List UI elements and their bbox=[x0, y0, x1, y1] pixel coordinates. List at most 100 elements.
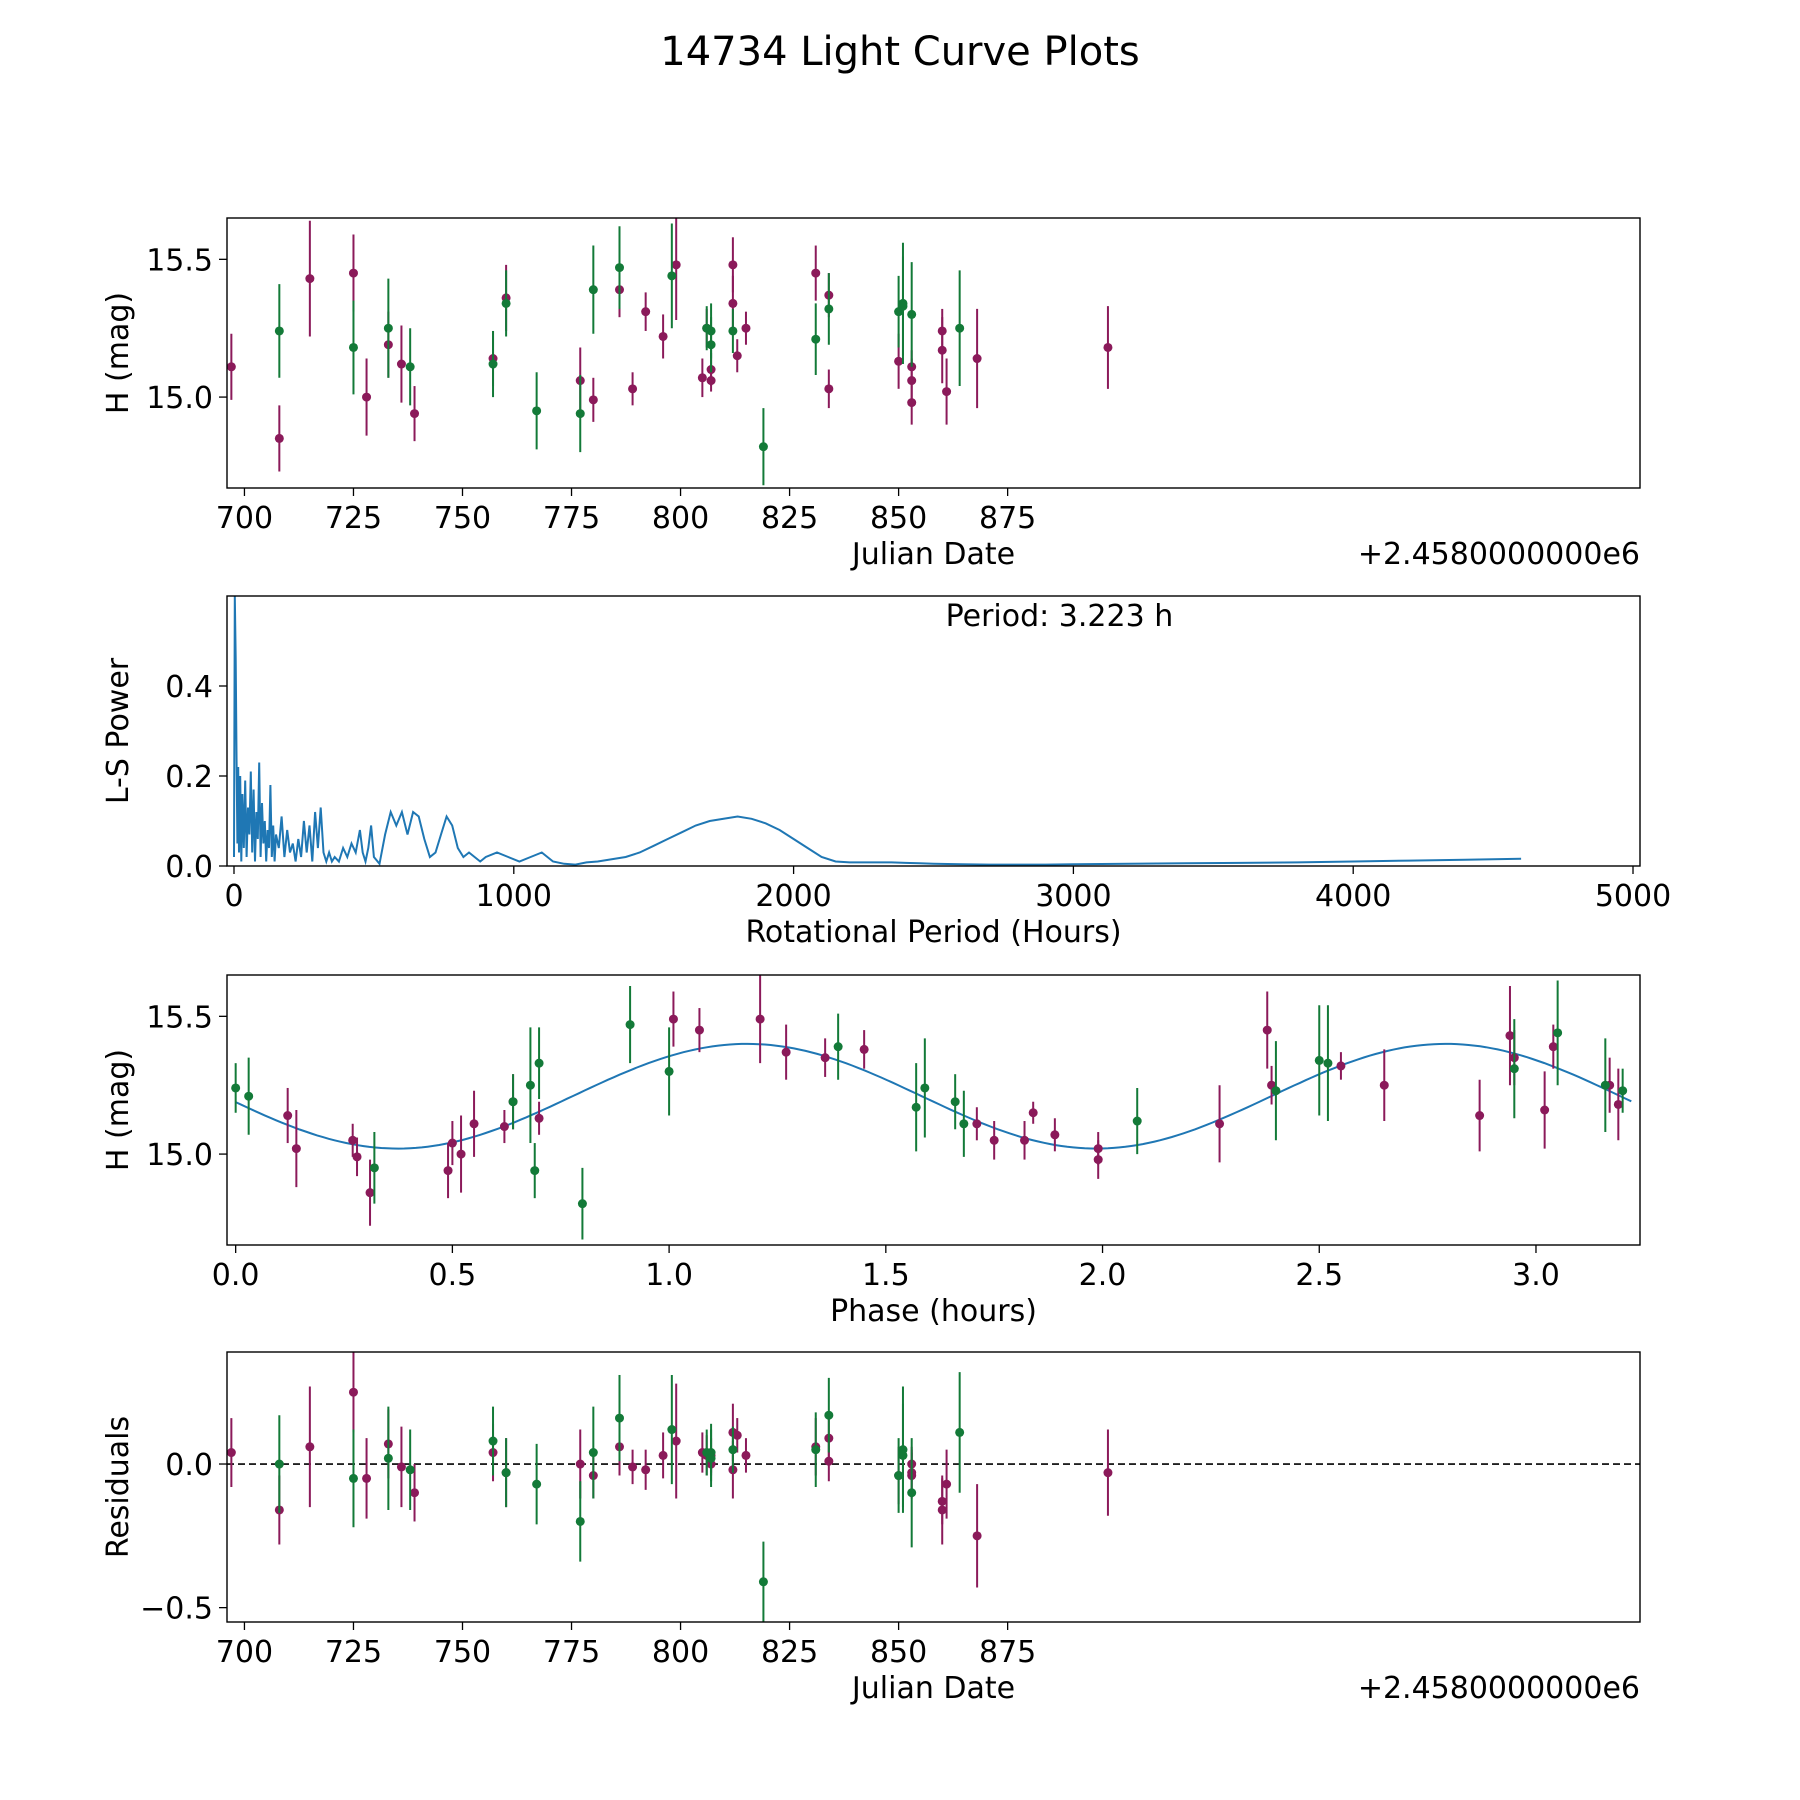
data-point-green bbox=[1314, 1055, 1324, 1065]
data-point-green bbox=[1618, 1086, 1628, 1096]
data-point-red bbox=[227, 362, 236, 372]
data-point-green bbox=[898, 301, 908, 311]
data-point-green bbox=[508, 1097, 518, 1107]
data-point-green bbox=[667, 1425, 677, 1435]
x-tick-label-lc: 825 bbox=[761, 501, 818, 536]
data-point-green bbox=[955, 323, 965, 333]
data-point-green bbox=[811, 1445, 821, 1455]
x-tick-label-resid: 775 bbox=[543, 1635, 600, 1670]
data-point-red bbox=[1540, 1105, 1550, 1115]
data-point-green bbox=[824, 304, 834, 314]
data-point-green bbox=[894, 1471, 904, 1481]
figure-title: 14734 Light Curve Plots bbox=[660, 29, 1139, 75]
data-point-red bbox=[732, 1430, 742, 1440]
data-point-red bbox=[972, 1119, 982, 1129]
data-point-green bbox=[575, 409, 585, 419]
x-tick-label-lc: 875 bbox=[979, 501, 1036, 536]
data-point-red bbox=[1050, 1130, 1060, 1140]
fit-line-phase bbox=[235, 1042, 1632, 1150]
data-point-red bbox=[972, 354, 982, 364]
plot-area-phase bbox=[231, 975, 1632, 1240]
axes-frame-lc bbox=[226, 217, 1641, 489]
axes-frame-ls bbox=[226, 595, 1641, 867]
data-point-red bbox=[499, 1122, 509, 1132]
data-point-green bbox=[383, 323, 393, 333]
x-tick-label-phase: 2.0 bbox=[1079, 1258, 1127, 1293]
data-point-green bbox=[625, 1020, 635, 1030]
data-point-green bbox=[405, 362, 415, 372]
x-axis-label-ls: Rotational Period (Hours) bbox=[745, 915, 1121, 950]
data-point-green bbox=[728, 1445, 738, 1455]
x-tick-label-resid: 875 bbox=[979, 1635, 1036, 1670]
data-point-red bbox=[396, 1462, 406, 1472]
y-axis-label-phase: H (mag) bbox=[101, 1049, 136, 1171]
x-tick-label-lc: 775 bbox=[543, 501, 600, 536]
data-point-red bbox=[706, 376, 716, 386]
data-point-red bbox=[937, 1505, 947, 1515]
x-tick-label-resid: 825 bbox=[761, 1635, 818, 1670]
data-point-green bbox=[758, 442, 768, 452]
axes-resid: 700 725 750 775 800 825 850 875 −0.5 0.0 Julian Da… bbox=[101, 1351, 1641, 1706]
data-point-red bbox=[274, 433, 284, 443]
data-point-red bbox=[628, 384, 638, 394]
data-point-green bbox=[706, 326, 716, 336]
data-point-red bbox=[942, 1479, 952, 1489]
y-tick-label-ls: 0.0 bbox=[165, 850, 213, 885]
data-point-red bbox=[410, 1488, 420, 1498]
data-point-green bbox=[588, 1448, 598, 1458]
x-tick-label-phase: 0.0 bbox=[212, 1258, 260, 1293]
data-point-red bbox=[658, 1450, 668, 1460]
data-point-red bbox=[1475, 1111, 1485, 1121]
data-point-green bbox=[1132, 1116, 1142, 1126]
data-point-red bbox=[668, 1014, 678, 1024]
x-axis-label-phase: Phase (hours) bbox=[830, 1294, 1037, 1329]
y-tick-label-phase: 15.5 bbox=[146, 1000, 213, 1035]
data-point-green bbox=[615, 263, 624, 273]
data-point-red bbox=[859, 1044, 869, 1054]
data-point-green bbox=[615, 1413, 624, 1423]
data-point-green bbox=[1600, 1080, 1610, 1090]
x-tick-label-phase: 1.0 bbox=[645, 1258, 693, 1293]
data-point-red bbox=[741, 1450, 751, 1460]
data-point-red bbox=[352, 1152, 362, 1162]
data-point-red bbox=[658, 331, 668, 341]
data-point-green bbox=[501, 298, 511, 308]
x-tick-label-resid: 725 bbox=[325, 1635, 382, 1670]
data-point-red bbox=[396, 359, 406, 369]
x-offset-label-lc: +2.4580000000e6 bbox=[1358, 537, 1640, 572]
data-point-red bbox=[362, 392, 372, 402]
data-point-red bbox=[641, 307, 651, 317]
plot-area-ls bbox=[233, 596, 1522, 866]
data-point-red bbox=[456, 1149, 466, 1159]
data-point-red bbox=[1215, 1119, 1225, 1129]
data-point-green bbox=[383, 1453, 393, 1463]
data-point-red bbox=[989, 1135, 999, 1145]
data-point-green bbox=[244, 1091, 254, 1101]
data-point-green bbox=[588, 285, 598, 295]
data-point-red bbox=[1613, 1099, 1623, 1109]
period-annotation: Period: 3.223 h bbox=[946, 599, 1174, 634]
data-point-green bbox=[348, 1473, 358, 1483]
data-point-red bbox=[671, 1436, 681, 1446]
data-point-green bbox=[1271, 1086, 1281, 1096]
data-point-green bbox=[405, 1465, 415, 1475]
y-tick-label-lc: 15.0 bbox=[146, 381, 213, 416]
data-point-red bbox=[781, 1047, 791, 1057]
x-tick-label-resid: 700 bbox=[216, 1635, 273, 1670]
data-point-red bbox=[1103, 1468, 1113, 1478]
axes-root: 700 725 750 775 800 825 850 875 15.0 15.5 Julian D… bbox=[101, 217, 1671, 1706]
x-tick-label-ls: 4000 bbox=[1315, 879, 1391, 914]
y-tick-label-ls: 0.2 bbox=[165, 760, 213, 795]
plot-area-lc bbox=[227, 218, 1113, 486]
data-point-green bbox=[728, 326, 738, 336]
data-point-red bbox=[1379, 1080, 1389, 1090]
data-point-red bbox=[291, 1144, 301, 1154]
y-axis-label-lc: H (mag) bbox=[101, 292, 136, 414]
data-point-red bbox=[755, 1014, 765, 1024]
data-point-red bbox=[348, 268, 358, 278]
x-tick-label-lc: 800 bbox=[652, 501, 709, 536]
data-point-green bbox=[369, 1163, 379, 1173]
data-point-red bbox=[1548, 1042, 1558, 1052]
data-point-red bbox=[824, 384, 834, 394]
